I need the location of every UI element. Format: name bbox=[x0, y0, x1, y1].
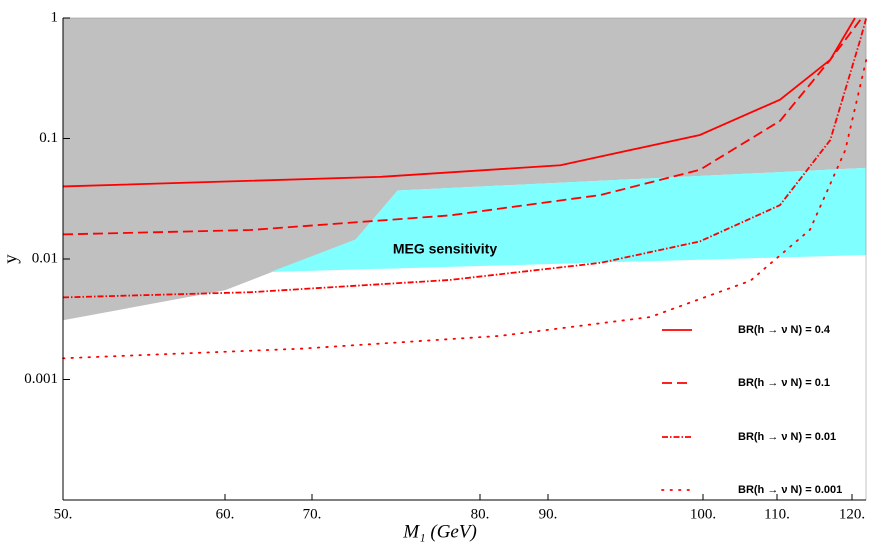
x-tick-label: 90. bbox=[539, 506, 558, 522]
y-axis-label: y bbox=[0, 254, 21, 264]
series-line bbox=[62, 17, 863, 236]
annotation: MEG sensitivity bbox=[393, 241, 497, 257]
region bbox=[270, 167, 867, 273]
x-tick-label: 70. bbox=[303, 506, 322, 522]
y-tick-label: 0.01 bbox=[32, 250, 58, 266]
series-line bbox=[62, 17, 868, 299]
legend-label: BR(h → ν N) = 0.4 bbox=[738, 324, 831, 336]
x-tick-label: 100. bbox=[690, 506, 716, 522]
x-tick-label: 110. bbox=[764, 506, 790, 522]
legend-label: BR(h → ν N) = 0.01 bbox=[738, 431, 836, 443]
region bbox=[63, 18, 867, 321]
y-tick-label: 1 bbox=[51, 9, 59, 25]
x-axis-label: M₁ (GeV) bbox=[402, 521, 477, 542]
x-tick-label: 50. bbox=[54, 506, 73, 522]
legend-label: BR(h → ν N) = 0.001 bbox=[738, 484, 842, 496]
x-tick-label: 120. bbox=[839, 506, 865, 522]
y-tick-label: 0.001 bbox=[24, 371, 58, 387]
y-tick-label: 0.1 bbox=[39, 130, 58, 146]
x-tick-label: 80. bbox=[471, 506, 490, 522]
x-tick-label: 60. bbox=[216, 506, 235, 522]
legend-label: BR(h → ν N) = 0.1 bbox=[738, 377, 830, 389]
